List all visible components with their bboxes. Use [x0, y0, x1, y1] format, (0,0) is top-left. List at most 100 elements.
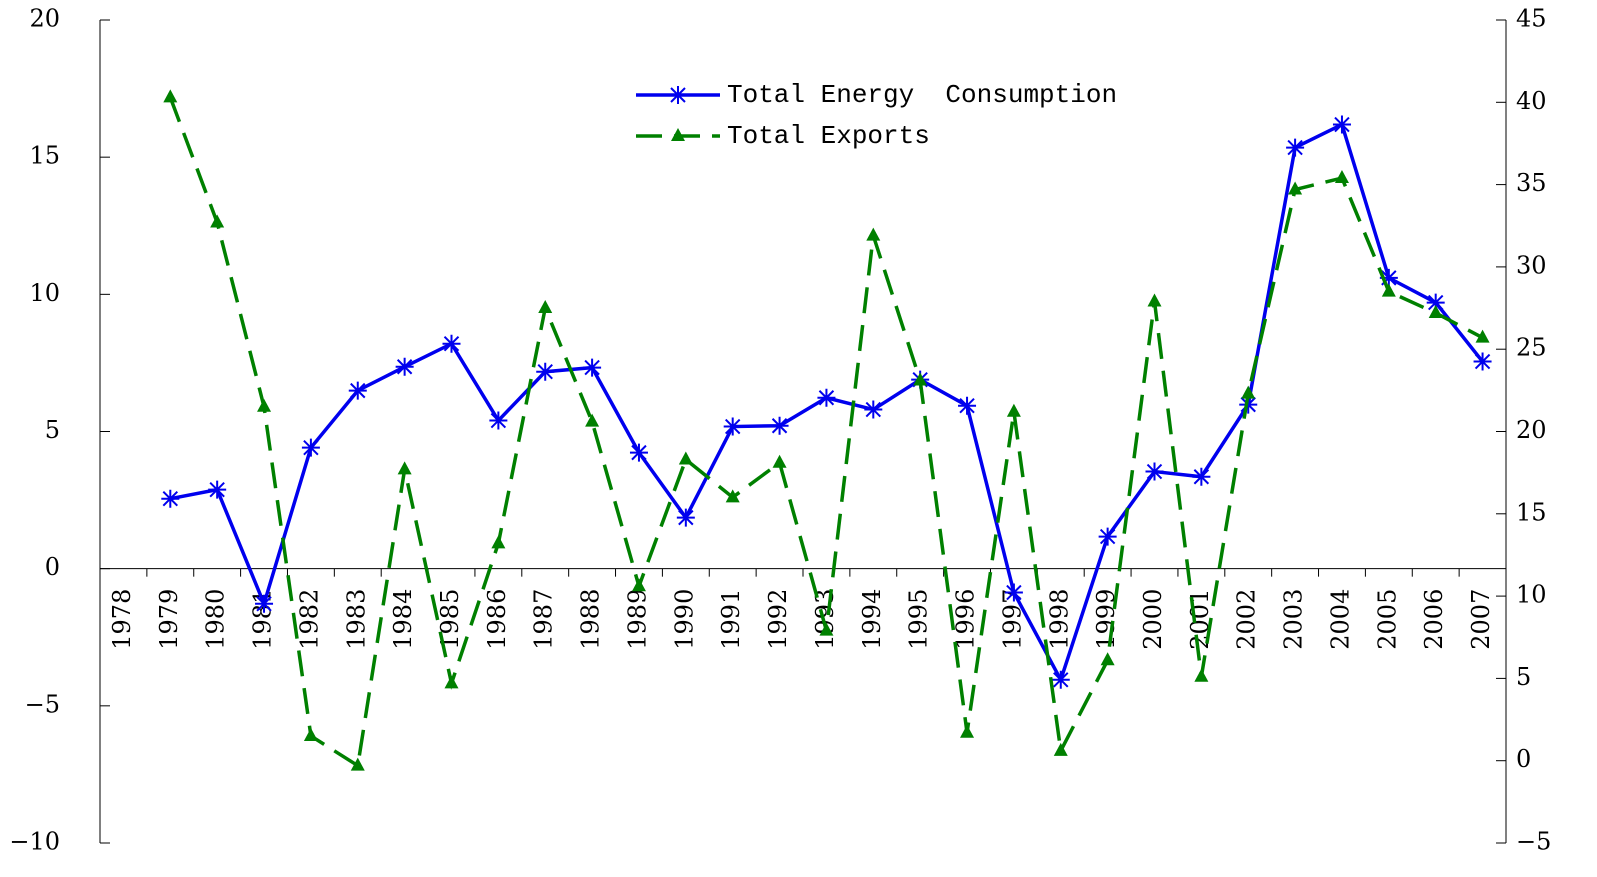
- series-marker: [348, 381, 367, 400]
- series-marker: [960, 724, 975, 738]
- x-tick-label: 1995: [905, 589, 933, 650]
- x-tick-label: 2002: [1233, 589, 1261, 650]
- series-marker: [208, 480, 227, 499]
- series-marker: [1475, 329, 1490, 343]
- legend-marker: [669, 86, 687, 104]
- series-marker: [163, 89, 178, 103]
- x-tick-label: 1992: [764, 589, 792, 650]
- series-marker: [538, 300, 553, 314]
- series-marker: [819, 622, 834, 636]
- x-tick-label: 1980: [202, 589, 230, 650]
- series-marker: [1006, 403, 1021, 417]
- x-tick-label: 1998: [1045, 589, 1073, 650]
- series-marker: [723, 417, 742, 436]
- legend-label: Total Energy Consumption: [727, 80, 1117, 110]
- series-marker: [1100, 652, 1115, 666]
- y2-tick-label: 10: [1516, 581, 1547, 609]
- series-marker: [1004, 583, 1023, 602]
- x-tick-label: 1988: [577, 589, 605, 650]
- series-marker: [1194, 668, 1209, 682]
- y2-tick-label: 5: [1516, 663, 1531, 691]
- y-tick-label: 10: [29, 279, 60, 307]
- y-tick-label: −5: [25, 690, 60, 718]
- x-tick-label: 1983: [342, 589, 370, 650]
- y-tick-label: −10: [9, 828, 60, 856]
- x-tick-label: 2004: [1326, 589, 1354, 650]
- x-tick-label: 1984: [389, 589, 417, 650]
- series-marker: [770, 416, 789, 435]
- series-marker: [1241, 385, 1256, 399]
- y2-tick-label: 0: [1516, 745, 1531, 773]
- series-marker: [1147, 293, 1162, 307]
- series-marker: [444, 675, 459, 689]
- x-tick-label: 1994: [858, 589, 886, 650]
- series-marker: [442, 334, 461, 353]
- series-marker: [864, 400, 883, 419]
- series-marker: [1379, 268, 1398, 287]
- x-tick-label: 1979: [155, 589, 183, 650]
- y2-tick-label: 40: [1516, 87, 1547, 115]
- x-tick-label: 1989: [623, 589, 651, 650]
- series-marker: [1145, 462, 1164, 481]
- x-tick-label: 1982: [295, 589, 323, 650]
- y2-tick-label: −5: [1516, 828, 1551, 856]
- series-marker: [725, 489, 740, 503]
- x-tick-label: 1996: [952, 589, 980, 650]
- series-marker: [1381, 283, 1396, 297]
- series-marker: [303, 728, 318, 742]
- series-marker: [678, 451, 693, 465]
- y2-tick-label: 15: [1516, 498, 1547, 526]
- series-marker: [1192, 467, 1211, 486]
- x-tick-label: 1991: [717, 589, 745, 650]
- series-marker: [210, 214, 225, 228]
- y2-tick-label: 20: [1516, 416, 1547, 444]
- series-marker: [1239, 395, 1258, 414]
- x-tick-label: 1985: [436, 589, 464, 650]
- series-marker: [491, 535, 506, 549]
- y-tick-label: 15: [29, 142, 60, 170]
- y2-tick-label: 35: [1516, 169, 1547, 197]
- series-marker: [676, 508, 695, 527]
- series-marker: [161, 489, 180, 508]
- series-marker: [1051, 670, 1070, 689]
- series-marker: [1288, 181, 1303, 195]
- legend-marker: [671, 128, 685, 141]
- series-marker: [585, 413, 600, 427]
- x-tick-label: 1990: [670, 589, 698, 650]
- series-marker: [1334, 170, 1349, 184]
- series-marker: [536, 362, 555, 381]
- series-marker: [489, 411, 508, 430]
- series-marker: [866, 227, 881, 241]
- series-marker: [958, 396, 977, 415]
- series-marker: [631, 578, 646, 592]
- series-marker: [629, 443, 648, 462]
- series-marker: [772, 454, 787, 468]
- series-marker: [397, 461, 412, 475]
- x-tick-label: 2007: [1467, 589, 1495, 650]
- series-marker: [1332, 115, 1351, 134]
- series-marker: [350, 757, 365, 771]
- x-tick-label: 2003: [1280, 589, 1308, 650]
- legend-label: Total Exports: [727, 121, 930, 151]
- series-marker: [1428, 304, 1443, 318]
- series-marker: [1053, 742, 1068, 756]
- y-tick-label: 5: [45, 416, 60, 444]
- x-tick-label: 2005: [1373, 589, 1401, 650]
- x-tick-label: 1986: [483, 589, 511, 650]
- x-tick-label: 2000: [1139, 589, 1167, 650]
- series-marker: [817, 388, 836, 407]
- x-tick-label: 2006: [1420, 589, 1448, 650]
- series-marker: [395, 357, 414, 376]
- series-marker: [583, 358, 602, 377]
- series-marker: [255, 594, 274, 613]
- x-tick-label: 1997: [998, 589, 1026, 650]
- y-tick-label: 0: [45, 553, 60, 581]
- y-tick-label: 20: [29, 5, 60, 33]
- series-marker: [1098, 527, 1117, 546]
- series-marker: [1286, 138, 1305, 157]
- series-marker: [1473, 352, 1492, 371]
- series-marker: [1426, 293, 1445, 312]
- series-marker: [913, 372, 928, 386]
- y2-tick-label: 45: [1516, 5, 1547, 33]
